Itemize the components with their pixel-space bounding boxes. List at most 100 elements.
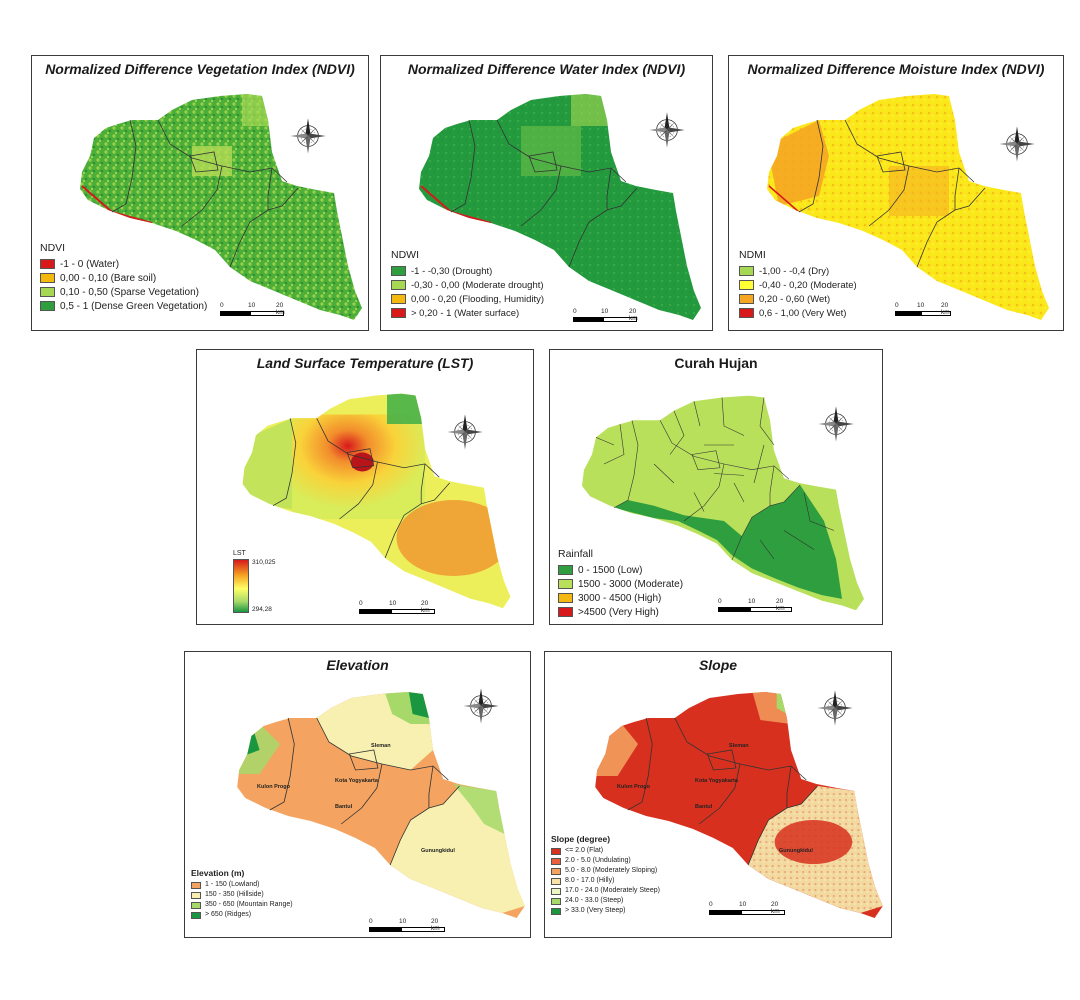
legend-swatch (558, 593, 573, 603)
ndwi-legend-title: NDWI (391, 249, 419, 261)
legend-item: <= 2.0 (Flat) (551, 846, 660, 856)
place-label-kota-yogyakarta: Kota Yogyakarta (695, 778, 738, 784)
legend-swatch (191, 911, 201, 919)
place-label-kota-yogyakarta: Kota Yogyakarta (335, 778, 378, 784)
legend-swatch (191, 891, 201, 899)
scale-bar: 0 10 20 km (220, 302, 285, 316)
rainfall-panel: Curah Hujan Rainfall 0 - 1500 (Low) 1500… (549, 349, 883, 625)
ndwi-title: Normalized Difference Water Index (NDVI) (407, 61, 686, 77)
place-label-bantul: Bantul (695, 804, 713, 810)
legend-item: -1 - 0 (Water) (40, 257, 207, 271)
legend-item: -0,40 - 0,20 (Moderate) (739, 278, 857, 292)
legend-item: 8.0 - 17.0 (Hilly) (551, 876, 660, 886)
legend-item: -0,30 - 0,00 (Moderate drought) (391, 278, 544, 292)
lst-color-ramp (233, 559, 249, 613)
lst-panel: Land Surface Temperature (LST) LST 310,0… (196, 349, 534, 625)
ndvi-map (80, 94, 362, 320)
place-label-kulon-progo: Kulon Progo (257, 784, 290, 790)
ndwi-legend: NDWI -1 - -0,30 (Drought) -0,30 - 0,00 (… (391, 249, 544, 320)
place-label-gunungkidul: Gunungkidul (421, 848, 455, 854)
legend-item: 0,10 - 0,50 (Sparse Vegetation) (40, 285, 207, 299)
legend-swatch (551, 897, 561, 905)
legend-swatch (391, 294, 406, 304)
legend-item: 1500 - 3000 (Moderate) (558, 577, 683, 591)
place-label-gunungkidul: Gunungkidul (779, 848, 813, 854)
legend-swatch (191, 881, 201, 889)
compass-rose-icon (993, 120, 1041, 168)
legend-swatch (551, 857, 561, 865)
legend-item: 5.0 - 8.0 (Moderately Sloping) (551, 866, 660, 876)
place-label-sleman: Sleman (729, 743, 749, 749)
scale-bar: 0 10 20 km (359, 600, 435, 614)
compass-rose-icon (643, 106, 691, 154)
legend-item: 0,6 - 1,00 (Very Wet) (739, 306, 857, 320)
legend-item: 0,20 - 0,60 (Wet) (739, 292, 857, 306)
slope-panel: Slope Sleman Kota Yogyakarta Kulon Progo… (544, 651, 892, 938)
legend-swatch (558, 607, 573, 617)
legend-item: > 33.0 (Very Steep) (551, 906, 660, 916)
legend-swatch (391, 308, 406, 318)
lst-legend-title: LST (233, 550, 246, 557)
legend-swatch (551, 877, 561, 885)
lst-ramp-max: 310,025 (252, 559, 276, 566)
ndvi-legend: NDVI -1 - 0 (Water) 0,00 - 0,10 (Bare so… (40, 242, 207, 313)
legend-item: 0,5 - 1 (Dense Green Vegetation) (40, 299, 207, 313)
legend-swatch (551, 867, 561, 875)
slope-map (595, 692, 883, 918)
legend-swatch (739, 294, 754, 304)
legend-swatch (40, 301, 55, 311)
legend-item: > 0,20 - 1 (Water surface) (391, 306, 544, 320)
legend-swatch (191, 901, 201, 909)
legend-swatch (739, 266, 754, 276)
ndmi-legend-title: NDMI (739, 249, 766, 261)
rainfall-legend: Rainfall 0 - 1500 (Low) 1500 - 3000 (Mod… (558, 548, 683, 619)
ndvi-legend-title: NDVI (40, 242, 66, 254)
lst-ramp-min: 294,28 (252, 606, 272, 613)
legend-item: 2.0 - 5.0 (Undulating) (551, 856, 660, 866)
legend-item: 0,00 - 0,10 (Bare soil) (40, 271, 207, 285)
legend-swatch (558, 565, 573, 575)
elevation-title: Elevation (326, 657, 389, 673)
slope-title: Slope (698, 657, 738, 673)
compass-rose-icon (441, 408, 489, 456)
legend-swatch (551, 847, 561, 855)
legend-item: 3000 - 4500 (High) (558, 591, 683, 605)
place-label-kulon-progo: Kulon Progo (617, 784, 650, 790)
elevation-map (237, 692, 525, 918)
compass-rose-icon (457, 682, 505, 730)
legend-swatch (40, 273, 55, 283)
rainfall-legend-title: Rainfall (558, 548, 594, 560)
slope-legend-title: Slope (degree) (551, 834, 611, 844)
ndmi-panel: Normalized Difference Moisture Index (ND… (728, 55, 1064, 331)
scale-bar: 0 10 20 km (718, 598, 792, 612)
legend-item: 0 - 1500 (Low) (558, 563, 683, 577)
scale-bar: 0 10 20 km (709, 901, 785, 915)
ndvi-title: Normalized Difference Vegetation Index (… (45, 61, 355, 77)
legend-swatch (739, 308, 754, 318)
ndvi-panel: Normalized Difference Vegetation Index (… (31, 55, 369, 331)
lst-legend: LST 310,025 294,28 (233, 550, 292, 613)
legend-item: 1 - 150 (Lowland) (191, 880, 293, 890)
legend-swatch (391, 266, 406, 276)
legend-swatch (551, 907, 561, 915)
legend-item: 150 - 350 (Hillside) (191, 890, 293, 900)
ndmi-legend: NDMI -1,00 - -0,4 (Dry) -0,40 - 0,20 (Mo… (739, 249, 857, 320)
legend-swatch (739, 280, 754, 290)
ndwi-panel: Normalized Difference Water Index (NDVI)… (380, 55, 713, 331)
place-label-bantul: Bantul (335, 804, 353, 810)
scale-bar: 0 10 20 km (369, 918, 445, 932)
scale-bar: 0 10 20 km (895, 302, 951, 316)
legend-item: >4500 (Very High) (558, 605, 683, 619)
compass-rose-icon (811, 684, 859, 732)
place-label-sleman: Sleman (371, 743, 391, 749)
legend-item: -1,00 - -0,4 (Dry) (739, 264, 857, 278)
lst-title: Land Surface Temperature (LST) (256, 355, 474, 371)
legend-swatch (40, 259, 55, 269)
ndmi-title: Normalized Difference Moisture Index (ND… (747, 61, 1045, 77)
legend-item: 17.0 - 24.0 (Moderately Steep) (551, 886, 660, 896)
legend-swatch (551, 887, 561, 895)
legend-item: -1 - -0,30 (Drought) (391, 264, 544, 278)
legend-item: 24.0 - 33.0 (Steep) (551, 896, 660, 906)
slope-legend: Slope (degree) <= 2.0 (Flat) 2.0 - 5.0 (… (551, 834, 660, 916)
legend-swatch (558, 579, 573, 589)
